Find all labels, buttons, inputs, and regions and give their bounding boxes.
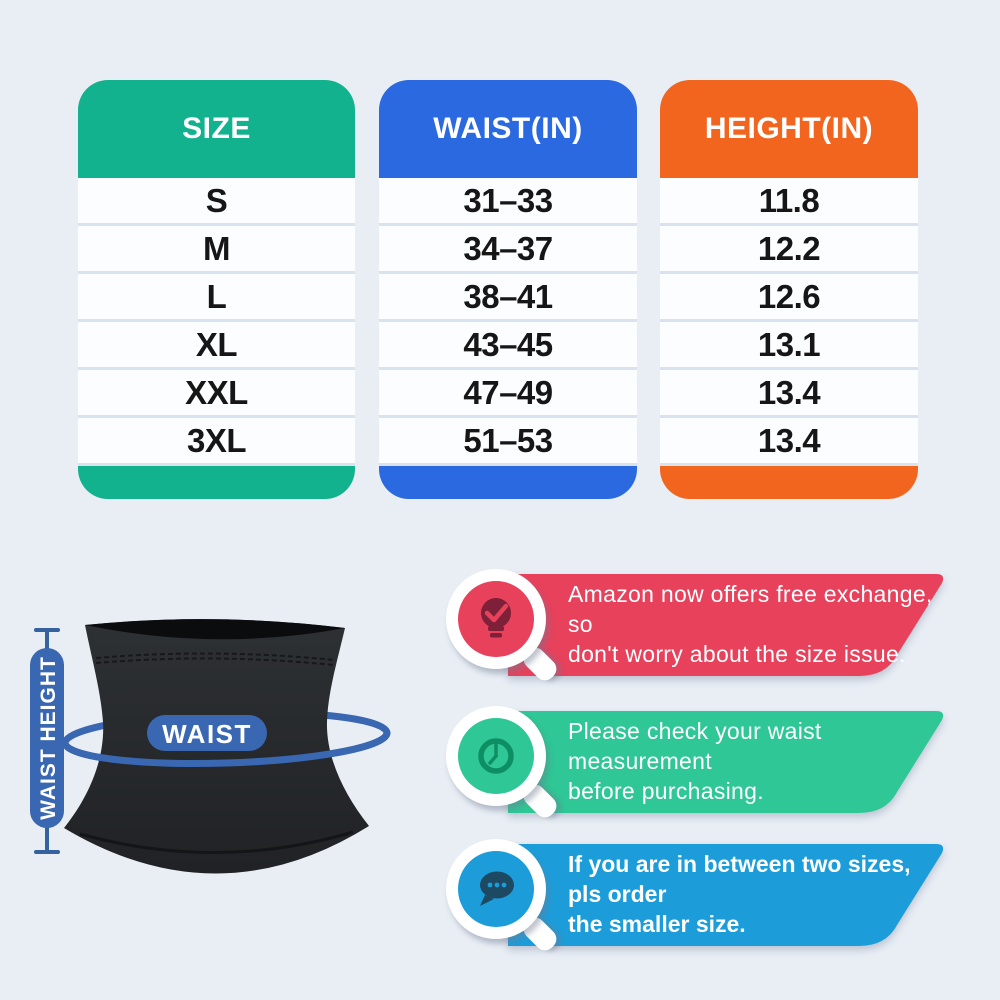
table-cell-size: L [78,274,355,322]
table-cell-waist: 31–33 [379,178,637,226]
callout-badge [446,706,546,806]
callout-check-measurement: Please check your waist measurement befo… [440,706,980,822]
table-cell-height: 13.4 [660,370,918,418]
height-column-footer-bar [660,466,918,499]
chat-dots-icon [480,871,514,906]
table-cell-height: 13.4 [660,418,918,466]
callout-between-sizes: If you are in between two sizes, pls ord… [440,839,980,955]
table-cell-waist: 51–53 [379,418,637,466]
height-column: HEIGHT(IN) 11.8 12.2 12.6 13.1 13.4 13.4 [660,80,918,499]
waist-column-header: WAIST(IN) [379,80,637,178]
table-cell-waist: 47–49 [379,370,637,418]
size-column-header: SIZE [78,80,355,178]
green-ribbon-banner [508,711,944,813]
waist-tape-front-arc [61,729,391,767]
table-cell-size: S [78,178,355,226]
table-cell-size: 3XL [78,418,355,466]
waist-trainer-top-rim [85,619,345,640]
table-cell-waist: 43–45 [379,322,637,370]
table-cell-height: 11.8 [660,178,918,226]
callout-line: Please check your waist measurement [568,718,822,774]
clock-icon [478,738,514,774]
red-ribbon-banner [508,574,944,676]
callout-badge [446,839,546,939]
callout-free-exchange: Amazon now offers free exchange, so don'… [440,569,980,685]
callout-line: If you are in between two sizes, pls ord… [568,851,911,907]
callout-line: the smaller size. [568,911,746,937]
callout-text: Amazon now offers free exchange, so don'… [568,572,940,676]
table-cell-height: 13.1 [660,322,918,370]
callout-line: Amazon now offers free exchange, so [568,581,933,637]
waist-height-label: WAIST HEIGHT [37,656,60,820]
callout-text: Please check your waist measurement befo… [568,709,940,813]
callout-text: If you are in between two sizes, pls ord… [568,842,940,946]
table-cell-size: M [78,226,355,274]
table-cell-waist: 38–41 [379,274,637,322]
top-seam-line-2 [95,657,335,666]
table-cell-size: XL [78,322,355,370]
size-column: SIZE S M L XL XXL 3XL [78,80,355,499]
table-cell-height: 12.6 [660,274,918,322]
top-seam-line [95,652,335,661]
size-column-footer-bar [78,466,355,499]
waist-column: WAIST(IN) 31–33 34–37 38–41 43–45 47–49 … [379,80,637,499]
waist-column-footer-bar [379,466,637,499]
waist-height-measure [34,628,60,854]
waist-label-pill [147,715,267,751]
waist-height-pill [30,648,64,828]
table-cell-size: XXL [78,370,355,418]
waist-trainer-illustration: WAIST WAIST HEIGHT [30,619,391,874]
blue-ribbon-banner [508,844,944,946]
bottom-seam-line [79,830,354,854]
waist-label: WAIST [162,719,252,749]
table-cell-height: 12.2 [660,226,918,274]
callout-badge [446,569,546,669]
height-column-header: HEIGHT(IN) [660,80,918,178]
callout-line: before purchasing. [568,778,764,804]
table-cell-waist: 34–37 [379,226,637,274]
callout-line: don't worry about the size issue. [568,641,906,667]
bulb-check-icon [481,598,511,638]
